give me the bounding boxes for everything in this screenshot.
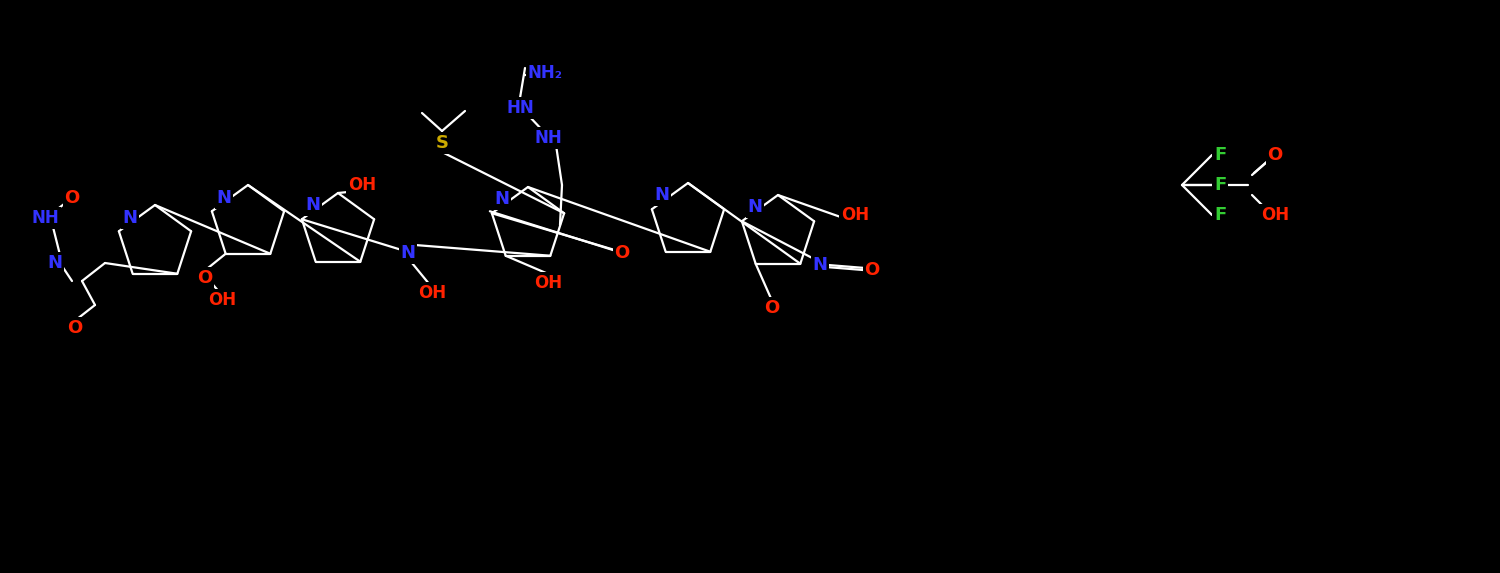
Text: O: O [64,189,80,207]
Text: N: N [306,196,321,214]
Text: F: F [1214,146,1225,164]
Text: OH: OH [419,284,446,302]
Text: NH: NH [534,129,562,147]
Text: S: S [435,134,448,152]
Text: O: O [68,319,82,337]
Text: NH: NH [32,209,58,227]
Text: OH: OH [209,291,236,309]
Text: N: N [123,209,138,227]
Text: F: F [1214,176,1225,194]
Text: OH: OH [534,274,562,292]
Text: N: N [813,256,828,274]
Text: N: N [216,189,231,207]
Text: F: F [1214,206,1225,224]
Text: NH₂: NH₂ [528,64,562,82]
Text: N: N [747,198,762,216]
Text: O: O [864,261,879,279]
Text: N: N [654,186,669,204]
Text: OH: OH [348,176,376,194]
Text: OH: OH [842,206,868,224]
Text: O: O [1268,146,1282,164]
Text: OH: OH [1262,206,1288,224]
Text: N: N [495,190,510,208]
Text: N: N [48,254,63,272]
Text: HN: HN [506,99,534,117]
Text: O: O [765,299,780,317]
Text: O: O [615,244,630,262]
Text: O: O [198,269,213,287]
Text: N: N [400,244,416,262]
